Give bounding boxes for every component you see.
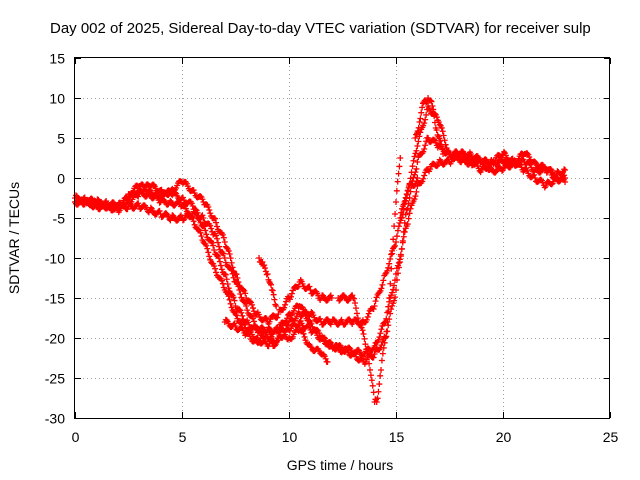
data-point-fill [72, 148, 568, 360]
data-point [384, 319, 391, 325]
axis-ticks [75, 58, 611, 419]
data-point [273, 303, 280, 309]
y-tick-label: -30 [45, 411, 65, 427]
tick-labels: 0 5 10 15 20 25 15 10 5 0 -5 -10 -15 -20 -25 -30 [45, 51, 619, 446]
series-track-g [412, 95, 447, 157]
x-tick-label: 15 [389, 429, 405, 445]
x-tick-label: 0 [72, 429, 80, 445]
data-point [211, 247, 218, 253]
x-axis-label: GPS time / hours [287, 457, 394, 473]
y-tick-label: -15 [45, 291, 65, 307]
data-point [221, 239, 228, 245]
data-point [243, 303, 250, 309]
y-tick-label: -20 [45, 331, 65, 347]
data-point [256, 255, 263, 261]
data-point [414, 143, 421, 149]
data-point-fill [398, 178, 420, 216]
plot-frame [74, 57, 610, 419]
data-point-fill [256, 258, 279, 308]
data-point [429, 103, 436, 109]
data-point [221, 255, 228, 261]
y-tick-label: 10 [49, 91, 65, 107]
data-marks [72, 95, 569, 405]
series-track-b [72, 134, 569, 367]
data-point [412, 135, 419, 141]
x-tick-label: 5 [179, 429, 187, 445]
data-point [393, 199, 399, 205]
x-tick-label: 10 [282, 429, 298, 445]
series-track-d [125, 177, 335, 327]
y-tick-label: 5 [57, 131, 65, 147]
data-point-fill [126, 177, 334, 327]
data-point-fill [72, 134, 568, 367]
y-tick-label: -10 [45, 251, 65, 267]
data-point [416, 119, 423, 125]
data-point [243, 295, 250, 301]
series-track-e [221, 316, 331, 365]
x-tick-label: 20 [496, 429, 512, 445]
data-point [414, 159, 421, 165]
data-point [393, 239, 399, 245]
y-tick-label: 0 [57, 171, 65, 187]
data-point [397, 215, 404, 221]
data-point-fill [222, 316, 330, 365]
data-point-fill [336, 163, 403, 403]
series-track-f [256, 255, 280, 309]
data-point [397, 155, 404, 161]
data-point [275, 311, 282, 317]
data-point-fill [413, 97, 446, 153]
data-point [232, 303, 239, 309]
data-point [371, 351, 378, 357]
x-tick-label: 25 [603, 429, 619, 445]
series-outliers [335, 155, 404, 405]
data-point [157, 195, 164, 201]
series-track-h [397, 175, 421, 221]
series-track-c [72, 148, 569, 360]
y-tick-label: -25 [45, 371, 65, 387]
y-axis-label: SDTVAR / TECUs [6, 182, 22, 294]
data-point [378, 367, 385, 373]
data-point [393, 271, 399, 277]
data-point [440, 151, 447, 157]
y-tick-label: -5 [53, 211, 66, 227]
data-point [365, 351, 372, 357]
data-point [414, 175, 421, 181]
grid-lines [75, 58, 610, 418]
chart-title: Day 002 of 2025, Sidereal Day-to-day VTE… [50, 20, 591, 37]
y-tick-label: 15 [49, 51, 65, 67]
